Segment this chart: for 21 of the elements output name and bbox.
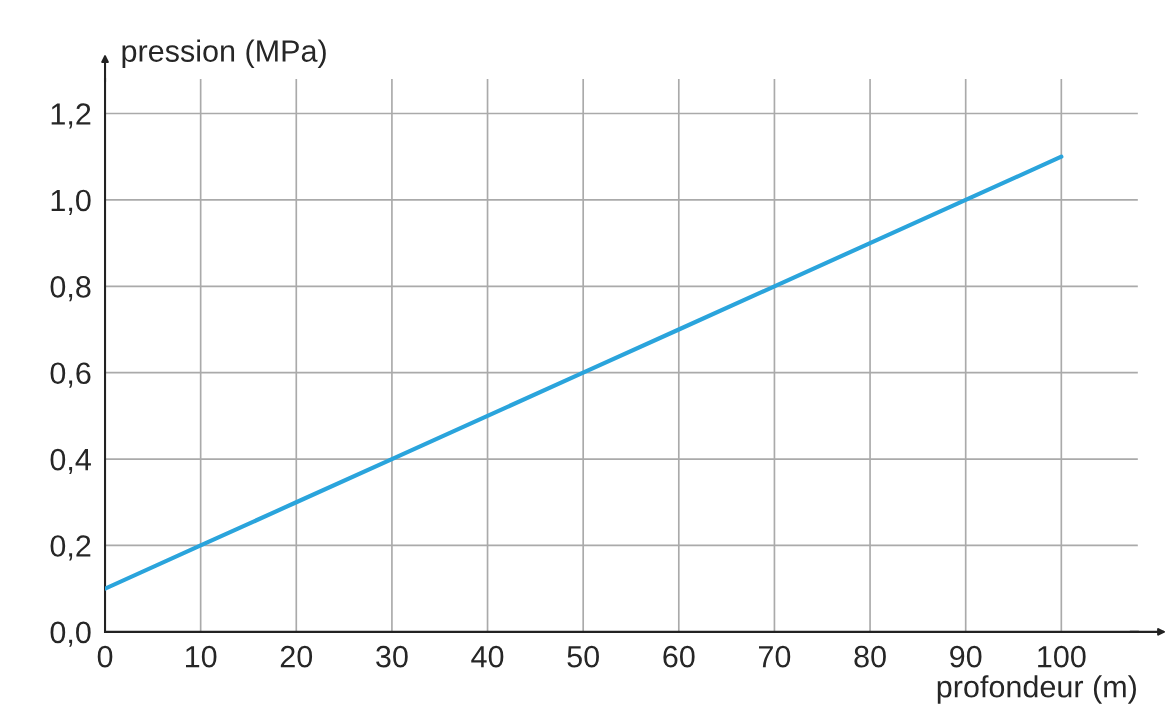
- x-tick-label: 30: [376, 645, 408, 668]
- x-tick-label: 80: [854, 645, 886, 668]
- x-tick-label: 0: [97, 645, 113, 668]
- y-tick-label: 0,6: [50, 362, 91, 388]
- y-tick-label: 0,8: [50, 276, 91, 302]
- x-tick-label: 50: [567, 645, 599, 668]
- y-tick-label: 0,2: [50, 535, 91, 561]
- x-tick-label: 10: [186, 645, 217, 668]
- y-tick-label: 0,4: [50, 448, 91, 475]
- x-tick-label: 90: [950, 645, 982, 668]
- x-tick-label: 40: [471, 645, 504, 668]
- line-series: [105, 154, 1064, 591]
- x-tick-label: 60: [663, 645, 695, 668]
- y-axis-title: pression (MPa): [122, 39, 326, 68]
- y-tick-label: 0,0: [50, 621, 91, 647]
- x-tick-label: 70: [759, 645, 791, 668]
- x-axis-title: profondeur (m): [937, 675, 1136, 704]
- y-tick-label: 1,2: [51, 103, 91, 129]
- y-tick-label: 1,0: [51, 189, 91, 215]
- x-tick-label: 20: [280, 645, 313, 668]
- x-tick-label: 100: [1038, 645, 1086, 668]
